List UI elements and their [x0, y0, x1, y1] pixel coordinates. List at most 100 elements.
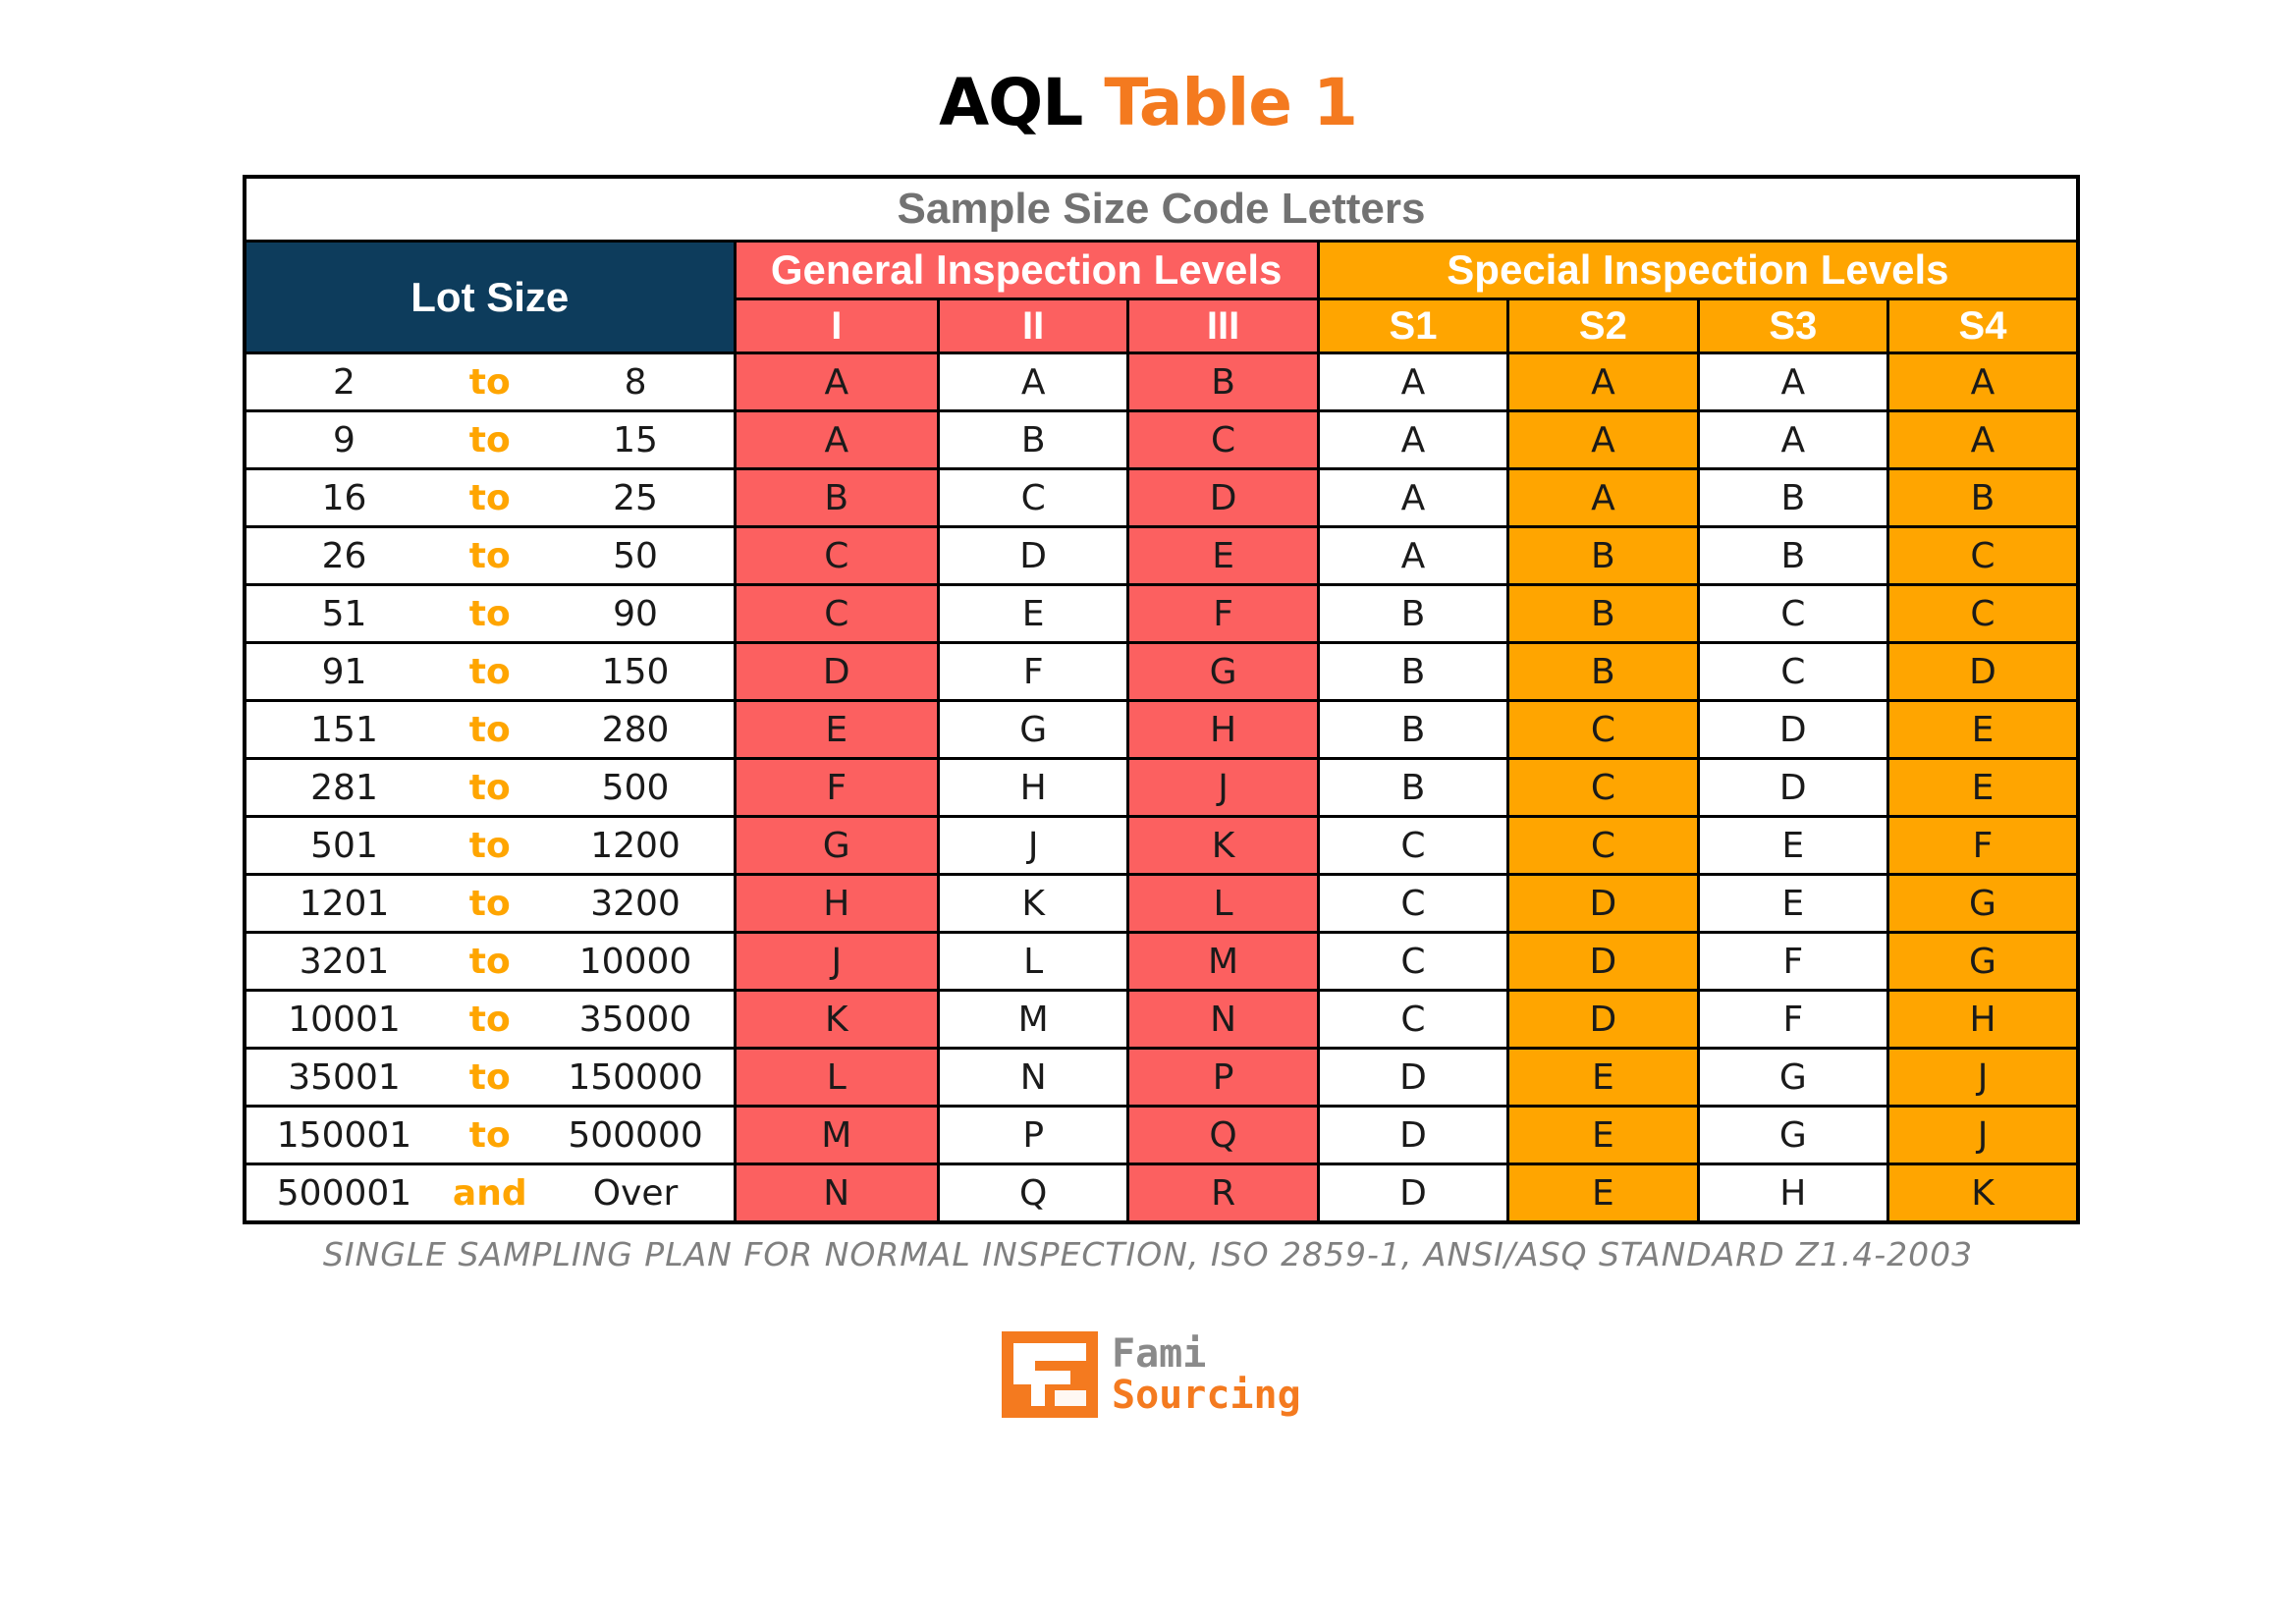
table-row: 150001 to 500000 M P Q D E G J [243, 1105, 2080, 1165]
lot-size-cell: 35001 to 150000 [243, 1047, 737, 1108]
code-letter-s1: B [1316, 757, 1510, 818]
code-letter-s1: C [1316, 989, 1510, 1050]
code-letter-iii: F [1126, 583, 1320, 644]
code-letter-ii: B [936, 409, 1130, 470]
code-letter-s3: E [1696, 815, 1890, 876]
code-letter-s2: E [1506, 1163, 1700, 1224]
code-letter-s3: H [1696, 1163, 1890, 1224]
lot-size-range: 9 to 15 [247, 414, 732, 466]
lot-size-range: 150001 to 500000 [247, 1109, 732, 1162]
code-letter-s4: G [1886, 873, 2080, 934]
code-letter-s2: A [1506, 352, 1700, 412]
table-caption: Sample Size Code Letters [243, 175, 2080, 243]
code-letter-iii: C [1126, 409, 1320, 470]
code-letter-iii: Q [1126, 1105, 1320, 1165]
code-letter-s1: A [1316, 409, 1510, 470]
lot-size-from: 151 [310, 709, 378, 750]
table-row: 1201 to 3200 H K L C D E G [243, 873, 2080, 934]
code-letter-i: K [733, 989, 940, 1050]
lot-size-to: 500000 [568, 1114, 703, 1156]
code-letter-s4: K [1886, 1163, 2080, 1224]
code-letter-s4: A [1886, 352, 2080, 412]
lot-size-range: 51 to 90 [247, 588, 732, 640]
lot-size-range: 501 to 1200 [247, 820, 732, 872]
code-letter-i: C [733, 583, 940, 644]
lot-size-range: 35001 to 150000 [247, 1052, 732, 1104]
lot-size-range: 3201 to 10000 [247, 936, 732, 988]
lot-size-to: 15 [613, 419, 658, 460]
lot-size-cell: 2 to 8 [243, 352, 737, 412]
lot-size-range: 10001 to 35000 [247, 994, 732, 1046]
code-letter-s4: D [1886, 641, 2080, 702]
code-letter-s4: C [1886, 525, 2080, 586]
code-letter-s2: B [1506, 525, 1700, 586]
lot-size-from: 51 [321, 593, 367, 634]
code-letter-ii: H [936, 757, 1130, 818]
code-letter-s4: J [1886, 1105, 2080, 1165]
table-row: 3201 to 10000 J L M C D F G [243, 931, 2080, 992]
table-row: 91 to 150 D F G B B C D [243, 641, 2080, 702]
code-letter-iii: J [1126, 757, 1320, 818]
code-letter-s4: G [1886, 931, 2080, 992]
lot-size-cell: 9 to 15 [243, 409, 737, 470]
table-row: 2 to 8 A A B A A A A [243, 352, 2080, 412]
code-letter-s4: J [1886, 1047, 2080, 1108]
lot-size-sep: to [468, 1056, 511, 1098]
lot-size-sep: to [468, 593, 511, 634]
lot-size-sep: to [468, 825, 511, 866]
code-letter-s4: H [1886, 989, 2080, 1050]
code-letter-i: M [733, 1105, 940, 1165]
level-header-iii: III [1126, 298, 1320, 354]
table-row: 500001 and Over N Q R D E H K [243, 1163, 2080, 1224]
lot-size-cell: 10001 to 35000 [243, 989, 737, 1050]
code-letter-s1: A [1316, 352, 1510, 412]
lot-size-from: 501 [310, 825, 378, 866]
level-header-ii: II [936, 298, 1130, 354]
code-letter-s2: B [1506, 641, 1700, 702]
table-body: 2 to 8 A A B A A A A 9 to 15 A B C A A A A 16 to 25 B C D A A B B 26 to… [243, 352, 2080, 1224]
code-letter-i: G [733, 815, 940, 876]
code-letter-s3: F [1696, 931, 1890, 992]
code-letter-s4: F [1886, 815, 2080, 876]
code-letter-s1: D [1316, 1105, 1510, 1165]
lot-size-range: 151 to 280 [247, 704, 732, 756]
code-letter-i: L [733, 1047, 940, 1108]
code-letter-i: H [733, 873, 940, 934]
code-letter-s2: D [1506, 931, 1700, 992]
code-letter-ii: E [936, 583, 1130, 644]
lot-size-sep: to [468, 941, 511, 982]
logo-line-1: Fami [1112, 1331, 1207, 1377]
lot-size-range: 26 to 50 [247, 530, 732, 582]
code-letter-s3: G [1696, 1105, 1890, 1165]
lot-size-cell: 281 to 500 [243, 757, 737, 818]
code-letter-s3: D [1696, 699, 1890, 760]
table-row: 281 to 500 F H J B C D E [243, 757, 2080, 818]
lot-size-to: 150 [601, 651, 670, 692]
code-letter-i: C [733, 525, 940, 586]
code-letter-s1: D [1316, 1047, 1510, 1108]
code-letter-s2: E [1506, 1105, 1700, 1165]
code-letter-s3: A [1696, 352, 1890, 412]
code-letter-s4: E [1886, 757, 2080, 818]
code-letter-s2: D [1506, 989, 1700, 1050]
lot-size-from: 281 [310, 767, 378, 808]
fami-sourcing-logo-icon [1002, 1331, 1098, 1418]
lot-size-range: 500001 and Over [247, 1166, 732, 1219]
code-letter-s3: F [1696, 989, 1890, 1050]
code-letter-s1: D [1316, 1163, 1510, 1224]
code-letter-iii: M [1126, 931, 1320, 992]
lot-size-to: 150000 [568, 1056, 703, 1098]
code-letter-s2: C [1506, 815, 1700, 876]
general-inspection-header: General Inspection Levels [733, 240, 1320, 300]
lot-size-cell: 91 to 150 [243, 641, 737, 702]
code-letter-i: A [733, 352, 940, 412]
code-letter-ii: L [936, 931, 1130, 992]
code-letter-s1: C [1316, 931, 1510, 992]
code-letter-i: F [733, 757, 940, 818]
code-letter-ii: A [936, 352, 1130, 412]
table-row: 151 to 280 E G H B C D E [243, 699, 2080, 760]
code-letter-i: J [733, 931, 940, 992]
lot-size-sep: to [468, 361, 511, 403]
code-letter-i: A [733, 409, 940, 470]
code-letter-iii: P [1126, 1047, 1320, 1108]
